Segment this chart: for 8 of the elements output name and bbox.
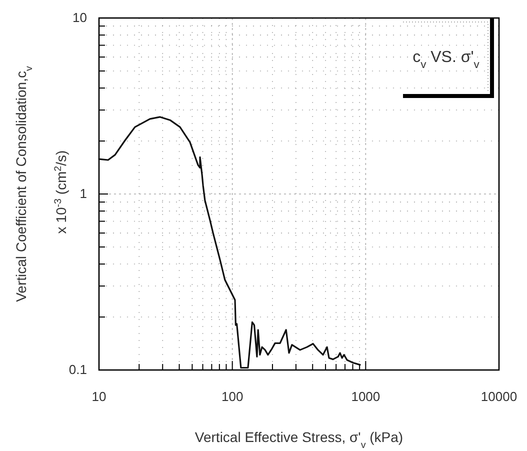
y-tick-label: 0.1 (68, 362, 87, 378)
x-tick-label: 1000 (351, 389, 380, 404)
x-axis-title: Vertical Effective Stress, σ'$_{v}$ (kPa) (194, 429, 404, 450)
x-tick-label: 10000 (480, 389, 518, 404)
y-tick-label: 1 (80, 186, 87, 202)
x-tick-label: 100 (221, 389, 244, 404)
x-tick-label: 10 (92, 389, 106, 404)
y-tick-label: 10 (72, 10, 87, 26)
